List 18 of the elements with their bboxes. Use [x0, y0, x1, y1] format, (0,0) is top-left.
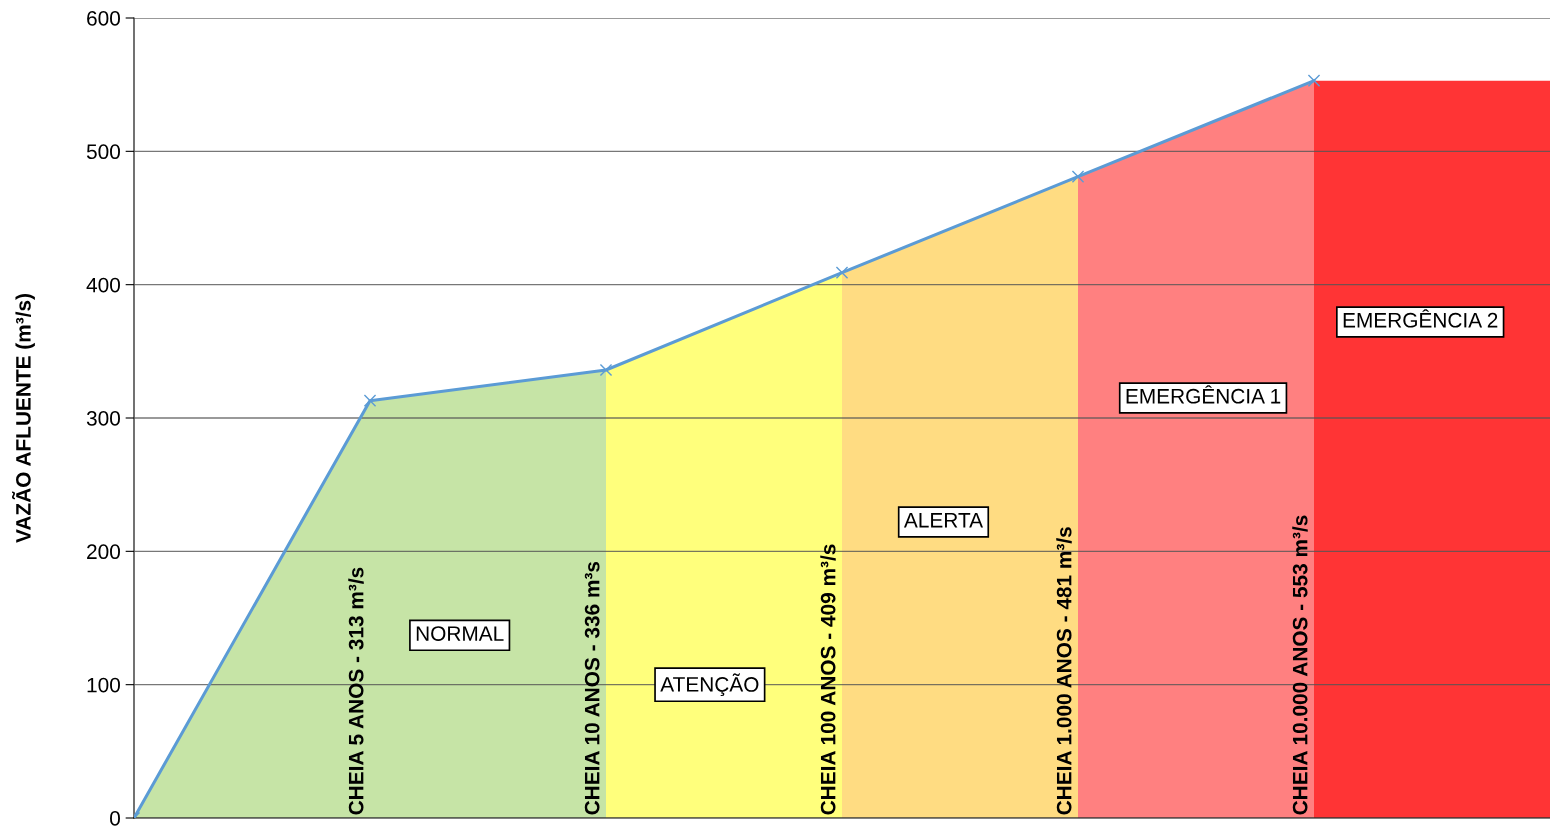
- annotation: EMERGÊNCIA 2: [1343, 309, 1498, 328]
- annotation: CHEIA 1.000 ANOS - 481 m³/s: [1056, 527, 1072, 815]
- annotation: NORMAL: [416, 626, 504, 641]
- annotation: ALERTA: [903, 513, 984, 528]
- annotation: CHEIA 100 ANOS - 409 m³/s: [820, 544, 836, 815]
- annotation: CHEIA 10 ANOS - 336 m³s: [584, 561, 600, 815]
- y-axis-title: VAZÃO AFLUENTE (m³/s): [12, 294, 35, 543]
- annotation: CHEIA 10.000 ANOS - 553 m³/s: [1292, 515, 1308, 815]
- y-tick-label: 100: [87, 677, 120, 693]
- y-tick-label: 600: [87, 11, 120, 26]
- y-tick-label: 200: [87, 544, 120, 560]
- annotation: CHEIA 5 ANOS - 313 m³/s: [348, 567, 364, 815]
- y-tick-label: 300: [86, 411, 120, 426]
- y-tick-label: 500: [86, 144, 120, 160]
- y-tick-label: 0: [110, 811, 120, 826]
- y-tick-label: 400: [86, 277, 120, 293]
- annotation: ATENÇÃO: [660, 673, 759, 697]
- annotation: EMERGÊNCIA 1: [1126, 385, 1281, 404]
